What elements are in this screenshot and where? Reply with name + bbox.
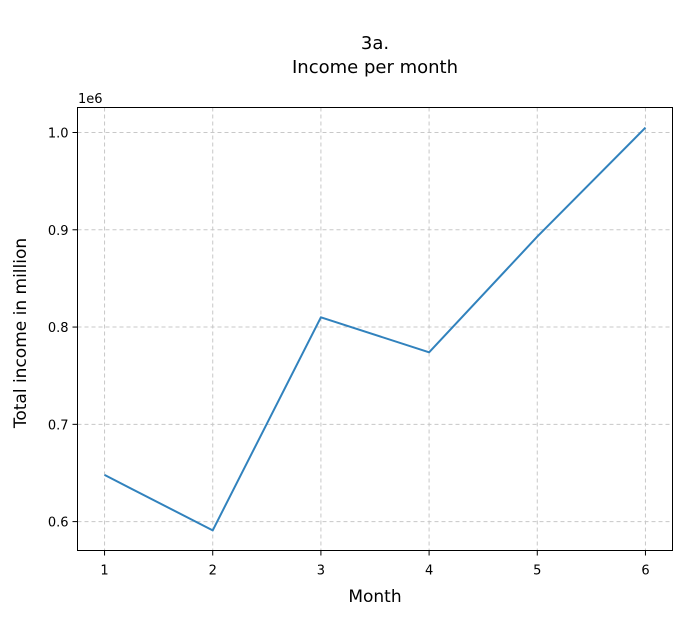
grid (77, 107, 673, 551)
chart-subtitle: Income per month (292, 57, 458, 78)
x-tick-label: 1 (100, 564, 108, 579)
x-axis: 1 2 3 4 5 6 (100, 550, 650, 579)
series-line (104, 126, 647, 532)
x-tick-label: 6 (641, 564, 649, 579)
y-axis-title: Total income in million (11, 238, 31, 429)
y-axis: 0.6 0.7 0.8 0.9 1.0 (48, 127, 78, 531)
x-tick-label: 4 (425, 564, 433, 579)
plot-frame (77, 107, 673, 551)
series-layer (104, 126, 647, 532)
x-tick-label: 3 (317, 564, 325, 579)
y-tick-label: 1.0 (48, 127, 69, 142)
x-tick-label: 2 (209, 564, 217, 579)
x-axis-title: Month (348, 587, 401, 607)
y-tick-label: 0.6 (48, 516, 69, 531)
x-tick-label: 5 (533, 564, 541, 579)
y-offset-label: 1e6 (78, 92, 103, 107)
y-tick-label: 0.9 (48, 224, 69, 239)
y-tick-label: 0.7 (48, 418, 69, 433)
chart-title: 3a. (361, 33, 389, 54)
y-tick-label: 0.8 (48, 321, 69, 336)
